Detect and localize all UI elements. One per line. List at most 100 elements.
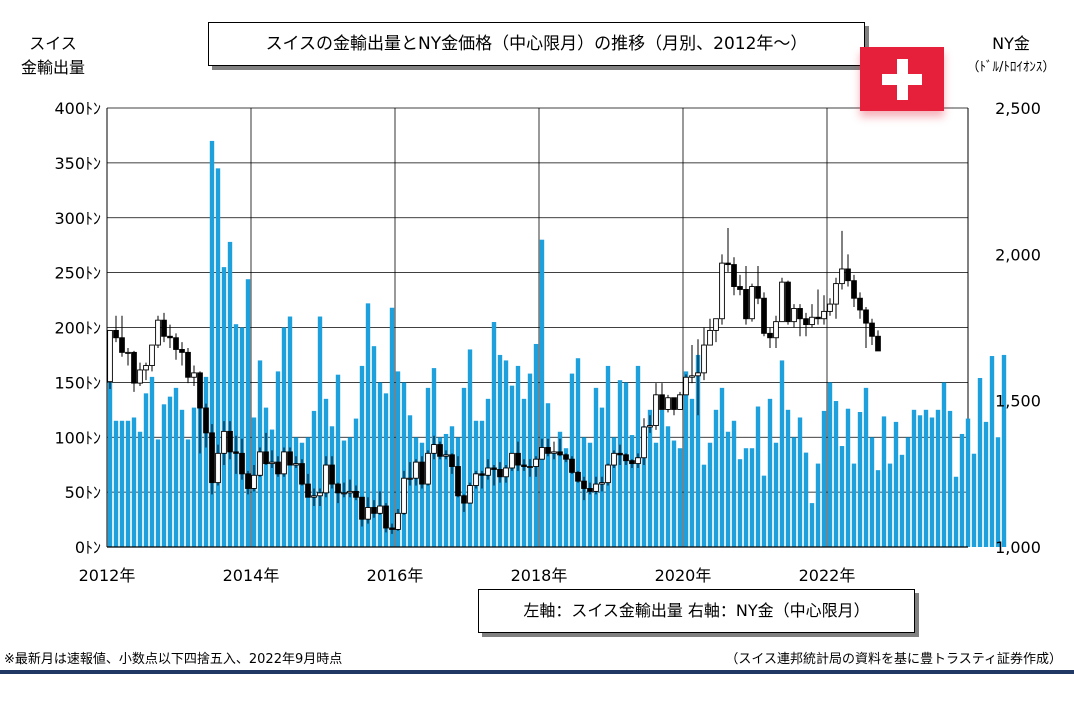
candle-body <box>875 335 881 352</box>
export-bars <box>107 140 1007 548</box>
export-bar <box>971 453 977 547</box>
left-tick-label: 300ﾄﾝ <box>54 209 101 228</box>
candle-body <box>713 318 719 331</box>
right-tick-labels: 1,000 1,500 2,000 2,500 <box>995 99 1041 557</box>
export-bar <box>989 356 995 547</box>
candle-body <box>119 337 125 353</box>
candle-body <box>605 464 611 484</box>
export-bar <box>131 417 137 547</box>
export-bar <box>923 409 929 547</box>
candle-body <box>515 452 521 466</box>
export-bar <box>653 442 659 547</box>
candle-body <box>173 337 179 350</box>
candle-body <box>467 485 473 504</box>
candle-body <box>227 430 233 453</box>
export-bar <box>647 409 653 547</box>
candle-body <box>485 467 491 476</box>
candle-body <box>491 467 497 470</box>
export-bar <box>359 365 365 547</box>
candle-body <box>659 394 665 410</box>
candle-body <box>701 344 707 374</box>
candle-body <box>419 461 425 485</box>
candle-body <box>683 376 689 396</box>
export-bar <box>743 448 749 547</box>
candle-body <box>461 495 467 504</box>
candle-body <box>377 505 383 514</box>
export-bar <box>365 303 371 547</box>
candle-body <box>311 495 317 498</box>
export-bar <box>227 241 233 547</box>
candle-body <box>383 505 389 529</box>
candle-body <box>569 458 575 473</box>
candle-body <box>179 349 185 353</box>
export-bar <box>521 398 527 547</box>
export-bar <box>995 437 1001 547</box>
candle-body <box>239 452 245 475</box>
right-tick-label: 2,000 <box>995 245 1041 264</box>
export-bar <box>203 376 209 547</box>
export-bar <box>539 239 545 547</box>
candle-body <box>689 375 695 378</box>
candle-body <box>557 451 563 456</box>
export-bar <box>641 426 647 547</box>
candle-body <box>443 454 449 457</box>
export-bar <box>119 420 125 547</box>
export-bar <box>467 349 473 547</box>
export-bar <box>707 442 713 547</box>
left-tick-label: 250ﾄﾝ <box>54 264 101 283</box>
candle-body <box>503 467 509 478</box>
candle-body <box>251 474 257 489</box>
footnote-right: （スイス連邦統計局の資料を基に豊トラスティ証券作成） <box>725 652 1062 667</box>
x-tick-label: 2016年 <box>367 566 424 585</box>
export-bar <box>887 463 893 547</box>
export-bar <box>899 454 905 547</box>
candle-body <box>587 488 593 492</box>
candle-body <box>353 490 359 498</box>
export-bar <box>761 475 767 547</box>
gold-candlesticks <box>107 227 881 534</box>
candle-body <box>581 480 587 489</box>
export-bar <box>671 440 677 547</box>
candle-body <box>671 397 677 410</box>
export-bar <box>557 431 563 547</box>
export-bar <box>767 398 773 547</box>
candle-body <box>773 321 779 339</box>
candle-body <box>785 281 791 323</box>
export-bar <box>911 409 917 547</box>
candle-body <box>305 483 311 498</box>
export-bar <box>233 324 239 547</box>
export-bar <box>503 360 509 547</box>
export-bar <box>161 404 167 547</box>
export-bar <box>803 452 809 547</box>
export-bar <box>113 420 119 547</box>
candle-body <box>317 492 323 497</box>
export-bar <box>851 463 857 547</box>
candle-body <box>293 463 299 466</box>
candle-body <box>107 329 113 383</box>
export-bar <box>695 354 701 547</box>
export-bar <box>677 448 683 547</box>
left-tick-label: 100ﾄﾝ <box>54 428 101 447</box>
left-tick-label: 350ﾄﾝ <box>54 154 101 173</box>
export-bar <box>845 408 851 547</box>
export-bar <box>977 377 983 547</box>
export-bar <box>125 420 131 547</box>
export-bar <box>497 354 503 547</box>
right-axis-title-line2: （ﾄﾞﾙ/ﾄﾛｲｵﾝｽ） <box>966 60 1056 75</box>
export-bar <box>881 416 887 547</box>
export-bar <box>395 371 401 547</box>
candle-body <box>761 297 767 334</box>
export-bar <box>413 437 419 547</box>
export-bar <box>377 382 383 547</box>
export-bar <box>905 437 911 547</box>
export-bar <box>587 442 593 547</box>
candle-body <box>575 471 581 482</box>
candle-body <box>809 316 815 326</box>
candle-body <box>803 318 809 326</box>
candle-body <box>863 309 869 324</box>
export-bar <box>353 418 359 547</box>
legend: 左軸：スイス金輸出量 右軸：NY金（中心限月） <box>478 589 915 633</box>
candle-body <box>521 464 527 467</box>
export-bar <box>863 387 869 547</box>
candle-body <box>161 319 167 337</box>
